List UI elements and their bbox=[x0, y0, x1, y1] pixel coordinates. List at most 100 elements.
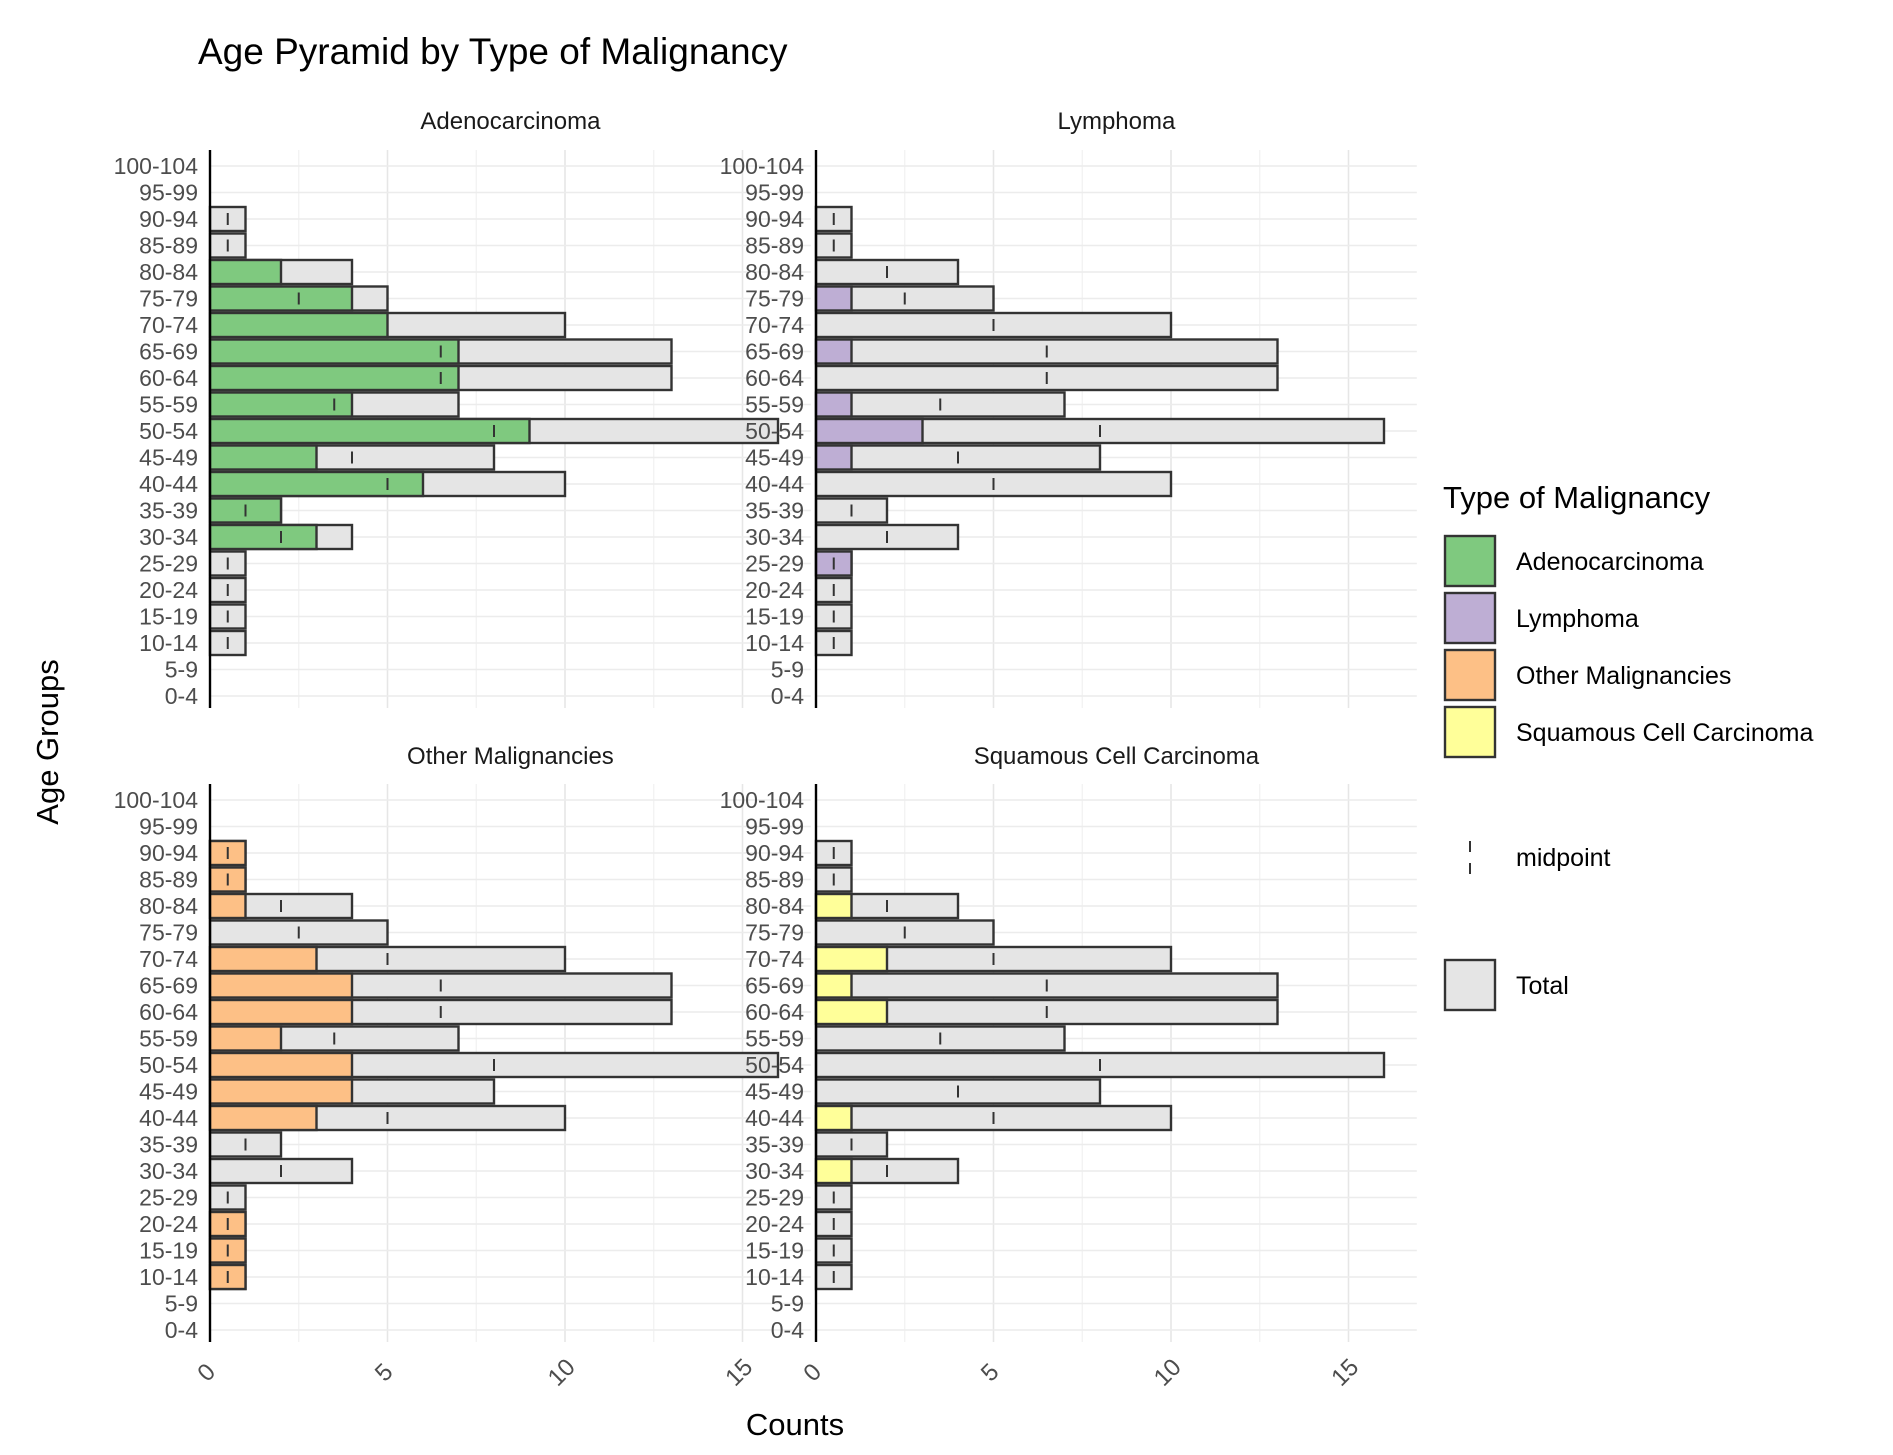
panel-2: Other Malignancies0-45-910-1415-1920-242… bbox=[114, 743, 811, 1392]
x-axis-label: Counts bbox=[746, 1407, 844, 1442]
type-bar-60-64 bbox=[208, 998, 354, 1026]
type-bar-65-69 bbox=[814, 338, 853, 365]
y-tick-label: 90-94 bbox=[139, 840, 198, 866]
y-tick-label: 65-69 bbox=[745, 973, 804, 999]
legend-key-0 bbox=[1443, 534, 1497, 588]
y-tick-label: 5-9 bbox=[771, 657, 804, 683]
y-tick-label: 95-99 bbox=[139, 814, 198, 840]
y-tick-label: 80-84 bbox=[139, 259, 198, 285]
legend-label-0: Adenocarcinoma bbox=[1516, 548, 1704, 576]
y-tick-label: 30-34 bbox=[139, 524, 198, 550]
type-bar-45-49 bbox=[208, 1078, 354, 1105]
type-bar-70-74 bbox=[208, 311, 389, 339]
y-tick-label: 15-19 bbox=[139, 1238, 198, 1264]
type-bar-80-84 bbox=[814, 892, 853, 920]
y-tick-label: 45-49 bbox=[745, 445, 804, 471]
y-tick-label: 25-29 bbox=[745, 551, 804, 577]
y-tick-label: 5-9 bbox=[165, 657, 198, 683]
y-tick-label: 100-104 bbox=[114, 787, 199, 813]
legend-key-1 bbox=[1443, 591, 1497, 645]
y-tick-label: 55-59 bbox=[139, 392, 198, 418]
y-tick-label: 10-14 bbox=[139, 630, 198, 656]
y-tick-label: 80-84 bbox=[745, 259, 804, 285]
y-tick-label: 90-94 bbox=[139, 206, 198, 232]
y-tick-label: 35-39 bbox=[745, 498, 804, 524]
strip-label-2: Other Malignancies bbox=[407, 743, 614, 770]
type-bar-90-94 bbox=[208, 839, 247, 867]
y-tick-label: 25-29 bbox=[139, 1185, 198, 1211]
type-bar-75-79 bbox=[814, 285, 853, 312]
legend-midpoint-label: midpoint bbox=[1516, 844, 1611, 872]
type-bar-60-64 bbox=[208, 364, 460, 392]
y-tick-label: 15-19 bbox=[139, 604, 198, 630]
total-bar-25-29 bbox=[814, 1184, 853, 1211]
type-bar-40-44 bbox=[208, 470, 425, 498]
y-tick-label: 90-94 bbox=[745, 840, 804, 866]
y-tick-label: 85-89 bbox=[745, 233, 804, 259]
type-bar-55-59 bbox=[814, 391, 853, 418]
y-tick-label: 30-34 bbox=[745, 524, 804, 550]
y-tick-label: 10-14 bbox=[745, 1264, 804, 1290]
x-tick-label: 0 bbox=[798, 1358, 827, 1387]
type-bar-65-69 bbox=[208, 972, 354, 999]
y-tick-label: 95-99 bbox=[745, 180, 804, 206]
y-tick-label: 100-104 bbox=[114, 153, 199, 179]
legend-total-label: Total bbox=[1516, 972, 1569, 1000]
y-tick-label: 95-99 bbox=[745, 814, 804, 840]
y-tick-label: 55-59 bbox=[745, 1026, 804, 1052]
y-tick-label: 60-64 bbox=[139, 365, 198, 391]
y-tick-label: 100-104 bbox=[720, 153, 805, 179]
legend-label-1: Lymphoma bbox=[1516, 605, 1639, 633]
y-tick-label: 65-69 bbox=[139, 973, 198, 999]
type-bar-65-69 bbox=[208, 338, 460, 365]
y-tick-label: 85-89 bbox=[139, 233, 198, 259]
y-tick-label: 40-44 bbox=[745, 1105, 804, 1131]
y-tick-label: 20-24 bbox=[745, 577, 804, 603]
facet-panels: Adenocarcinoma0-45-910-1415-1920-2425-29… bbox=[114, 108, 1417, 1392]
y-tick-label: 15-19 bbox=[745, 604, 804, 630]
y-tick-label: 40-44 bbox=[139, 471, 198, 497]
legend-total-key bbox=[1443, 958, 1497, 1012]
panel-3: Squamous Cell Carcinoma0-45-910-1415-192… bbox=[720, 743, 1417, 1392]
type-bar-40-44 bbox=[208, 1104, 318, 1132]
y-tick-label: 25-29 bbox=[139, 551, 198, 577]
chart-title: Age Pyramid by Type of Malignancy bbox=[198, 31, 788, 72]
type-bar-60-64 bbox=[814, 998, 889, 1026]
legend-label-2: Other Malignancies bbox=[1516, 662, 1731, 690]
x-tick-label: 10 bbox=[1149, 1354, 1187, 1392]
y-tick-label: 75-79 bbox=[139, 286, 198, 312]
y-tick-label: 65-69 bbox=[745, 339, 804, 365]
y-tick-label: 70-74 bbox=[745, 312, 804, 338]
y-tick-label: 20-24 bbox=[745, 1211, 804, 1237]
y-tick-label: 15-19 bbox=[745, 1238, 804, 1264]
y-tick-label: 30-34 bbox=[139, 1158, 198, 1184]
y-tick-label: 80-84 bbox=[745, 893, 804, 919]
type-bar-80-84 bbox=[208, 892, 247, 920]
y-tick-label: 10-14 bbox=[139, 1264, 198, 1290]
y-tick-label: 25-29 bbox=[745, 1185, 804, 1211]
y-tick-label: 70-74 bbox=[139, 312, 198, 338]
y-tick-label: 75-79 bbox=[745, 920, 804, 946]
type-bar-70-74 bbox=[208, 945, 318, 973]
panel-1: Lymphoma 0-45-910-1415-1920-2425-2930-343… bbox=[720, 108, 1417, 709]
type-bar-80-84 bbox=[208, 258, 283, 286]
type-bar-55-59 bbox=[208, 391, 354, 418]
y-tick-label: 90-94 bbox=[745, 206, 804, 232]
y-tick-label: 50-54 bbox=[745, 1052, 804, 1078]
y-axis-label: Age Groups bbox=[30, 659, 65, 824]
type-bar-45-49 bbox=[208, 444, 318, 471]
type-bar-30-34 bbox=[814, 1157, 853, 1185]
y-tick-label: 0-4 bbox=[165, 1317, 198, 1343]
panel-0: Adenocarcinoma0-45-910-1415-1920-2425-29… bbox=[114, 108, 811, 709]
y-tick-label: 75-79 bbox=[139, 920, 198, 946]
y-tick-label: 60-64 bbox=[745, 999, 804, 1025]
y-tick-label: 5-9 bbox=[165, 1291, 198, 1317]
y-tick-label: 95-99 bbox=[139, 180, 198, 206]
y-tick-label: 40-44 bbox=[139, 1105, 198, 1131]
y-tick-label: 85-89 bbox=[139, 867, 198, 893]
y-tick-label: 40-44 bbox=[745, 471, 804, 497]
legend-label-3: Squamous Cell Carcinoma bbox=[1516, 719, 1813, 747]
y-tick-label: 0-4 bbox=[165, 683, 198, 709]
type-bar-65-69 bbox=[814, 972, 853, 999]
